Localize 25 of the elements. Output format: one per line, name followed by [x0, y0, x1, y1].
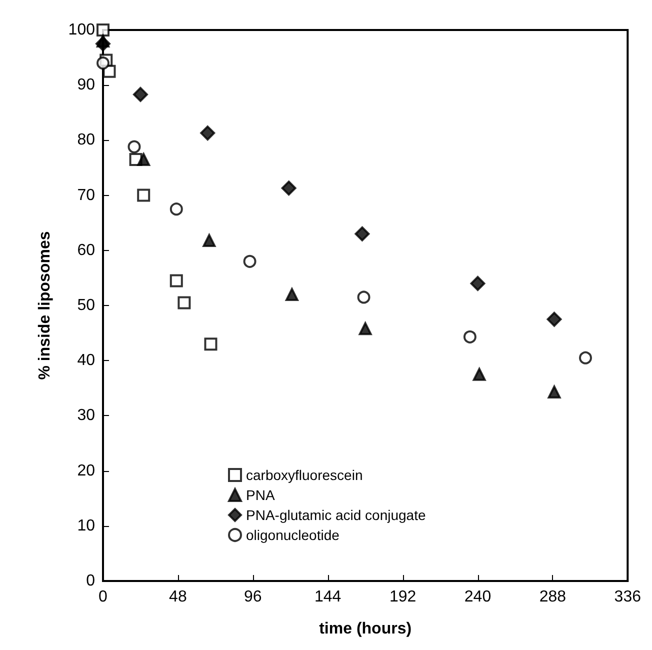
legend-label: PNA: [246, 487, 276, 503]
y-tick-label: 30: [77, 407, 96, 424]
x-tick-label: 192: [389, 588, 416, 606]
y-tick-label: 20: [77, 462, 96, 480]
x-tick-label: 144: [314, 588, 342, 606]
x-axis-title: time (hours): [319, 620, 412, 638]
y-tick-label: 80: [77, 132, 96, 149]
x-tick-label: 288: [539, 588, 566, 606]
x-tick-label: 0: [98, 588, 108, 606]
y-tick-label: 60: [77, 242, 96, 259]
x-tick-label: 48: [169, 588, 187, 606]
y-tick-label: 10: [77, 517, 96, 534]
y-tick-label: 0: [86, 572, 96, 590]
legend-label: oligonucleotide: [246, 527, 340, 543]
y-tick-label: 50: [77, 297, 96, 314]
x-tick-label: 96: [244, 588, 262, 606]
y-tick-label: 100: [68, 22, 96, 38]
y-tick-label: 70: [77, 186, 96, 204]
x-tick-label: 240: [464, 588, 492, 606]
y-axis-title: % inside liposomes: [36, 231, 54, 380]
legend-label: PNA-glutamic acid conjugate: [246, 507, 426, 523]
y-tick-label: 90: [77, 76, 96, 94]
x-tick-label: 336: [614, 588, 642, 606]
legend-label: carboxyfluorescein: [246, 467, 363, 483]
y-tick-label: 40: [77, 352, 96, 370]
